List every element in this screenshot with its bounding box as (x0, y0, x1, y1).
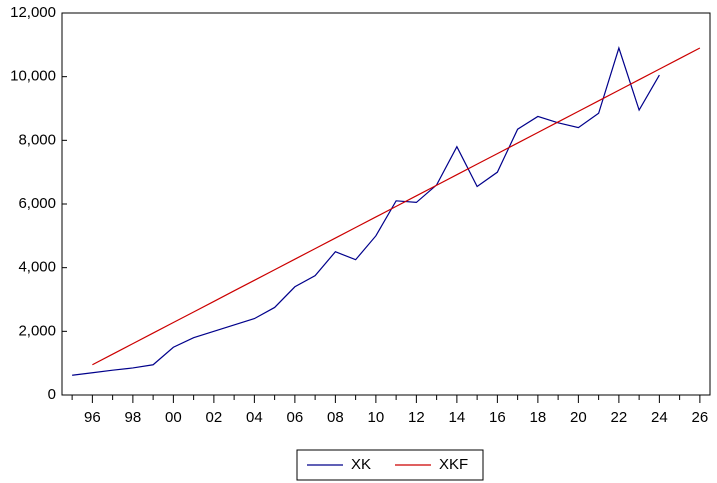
x-tick-label: 96 (84, 409, 101, 426)
x-tick-label: 12 (408, 409, 425, 426)
y-tick-label: 8,000 (18, 131, 56, 148)
x-tick-label: 08 (327, 409, 344, 426)
x-tick-label: 22 (611, 409, 628, 426)
x-tick-label: 20 (570, 409, 587, 426)
x-tick-label: 02 (206, 409, 223, 426)
x-tick-label: 98 (125, 409, 142, 426)
legend-label: XK (351, 456, 371, 473)
y-tick-label: 4,000 (18, 259, 56, 276)
x-tick-label: 00 (165, 409, 182, 426)
series-line (92, 47, 701, 366)
x-tick-label: 14 (449, 409, 466, 426)
x-tick-label: 10 (368, 409, 385, 426)
x-tick-label: 18 (530, 409, 547, 426)
series-line (72, 46, 660, 376)
x-tick-label: 26 (692, 409, 709, 426)
y-tick-label: 6,000 (18, 195, 56, 212)
x-tick-label: 06 (287, 409, 304, 426)
x-tick-label: 04 (246, 409, 263, 426)
x-tick-label: 24 (651, 409, 668, 426)
x-tick-label: 16 (489, 409, 506, 426)
legend-label: XKF (439, 456, 468, 473)
plot-frame (61, 12, 711, 396)
y-tick-label: 2,000 (18, 322, 56, 339)
y-tick-label: 0 (48, 386, 56, 403)
y-tick-label: 12,000 (10, 4, 56, 21)
y-tick-label: 10,000 (10, 68, 56, 85)
